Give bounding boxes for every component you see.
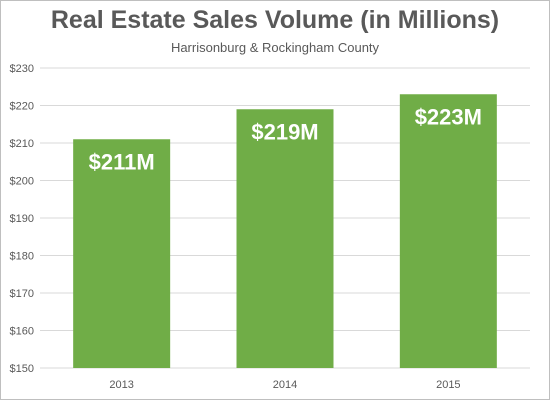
y-tick-label: $200 <box>10 176 34 188</box>
y-tick-label: $170 <box>10 288 34 300</box>
bars <box>73 94 497 368</box>
y-tick-label: $150 <box>10 363 34 375</box>
y-tick-label: $180 <box>10 251 34 263</box>
bar-2013 <box>73 139 171 368</box>
chart-title: Real Estate Sales Volume (in Millions) <box>50 6 500 34</box>
data-label: $211M <box>89 149 155 174</box>
bar-2014 <box>236 109 334 368</box>
x-axis-ticks: 2013 2014 2015 <box>109 379 460 391</box>
y-tick-label: $210 <box>10 138 34 150</box>
y-tick-label: $230 <box>10 63 34 75</box>
y-axis-ticks: $150 $160 $170 $180 $190 $200 $210 $220 $230 <box>10 63 34 375</box>
x-tick-label: 2013 <box>109 379 133 391</box>
data-label: $219M <box>251 119 318 144</box>
y-tick-label: $190 <box>10 213 34 225</box>
x-tick-label: 2014 <box>273 379 297 391</box>
x-tick-label: 2015 <box>436 379 460 391</box>
data-label: $223M <box>415 104 482 129</box>
y-tick-label: $220 <box>10 101 34 113</box>
chart-subtitle: Harrisonburg & Rockingham County <box>170 40 380 55</box>
data-labels: $211M $219M $223M <box>89 104 482 174</box>
y-tick-label: $160 <box>10 326 34 338</box>
bar-2015 <box>399 94 497 368</box>
